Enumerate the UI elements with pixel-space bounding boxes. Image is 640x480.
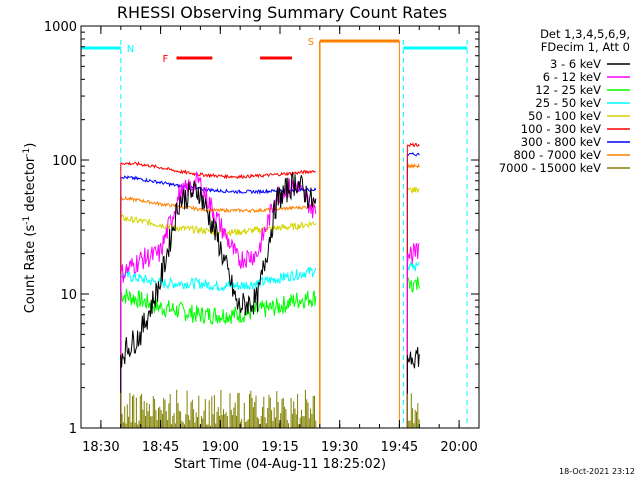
- legend-label: 50 - 100 keV: [528, 109, 601, 123]
- x-axis: 18:30 18:45 19:00 19:15 19:30 19:45 20:00: [80, 26, 480, 455]
- legend-label: 6 - 12 keV: [543, 70, 601, 84]
- y-axis: 1 10 100 1000: [44, 20, 479, 437]
- x-tick-label: 19:15: [261, 440, 298, 455]
- plot-area: N S F: [81, 37, 468, 428]
- series-line-3-6keV: [120, 171, 317, 368]
- legend-label: 3 - 6 keV: [550, 57, 601, 71]
- timestamp: 18-Oct-2021 23:12: [559, 467, 635, 476]
- legend-label: 800 - 7000 keV: [513, 148, 601, 162]
- legend-label: 300 - 800 keV: [521, 135, 601, 149]
- y-tick-label: 1000: [44, 20, 77, 35]
- series-line-12-25keV: [406, 276, 420, 293]
- series-line-25-50keV: [406, 261, 420, 272]
- series-line-6-12keV: [120, 171, 317, 283]
- legend-header-1: Det 1,3,4,5,6,9,: [540, 27, 630, 41]
- series-line-3-6keV: [406, 347, 420, 369]
- night-label: N: [127, 44, 134, 55]
- x-tick-label: 19:00: [202, 440, 239, 455]
- legend-label: 25 - 50 keV: [535, 96, 601, 110]
- legend-label: 7000 - 15000 keV: [499, 161, 601, 175]
- legend-header-2: FDecim 1, Att 0: [541, 40, 630, 54]
- series-line-25-50keV: [120, 266, 317, 292]
- series-line-12-25keV: [120, 288, 317, 326]
- x-tick-label: 18:30: [82, 440, 119, 455]
- legend-label: 12 - 25 keV: [535, 83, 601, 97]
- x-axis-label: Start Time (04-Aug-11 18:25:02): [174, 457, 386, 472]
- series-line-800-7000keV: [406, 163, 420, 169]
- chart-title: RHESSI Observing Summary Count Rates: [117, 3, 447, 22]
- y-tick-label: 100: [52, 154, 77, 169]
- x-tick-label: 19:45: [381, 440, 418, 455]
- legend-label: 100 - 300 keV: [521, 122, 601, 136]
- series-line-100-300keV: [120, 161, 316, 180]
- series-line-100-300keV: [407, 142, 420, 148]
- series-line-6-12keV: [406, 242, 420, 264]
- y-tick-label: 10: [60, 288, 77, 303]
- series-line-800-7000keV: [120, 195, 316, 214]
- legend: Det 1,3,4,5,6,9, FDecim 1, Att 0 3 - 6 k…: [499, 27, 630, 175]
- y-tick-label: 1: [69, 422, 77, 437]
- y-axis-label: Count Rate (s-1 detector-1): [22, 143, 38, 314]
- flare-label: F: [163, 54, 169, 65]
- saa-label: S: [308, 37, 314, 48]
- x-tick-label: 18:45: [142, 440, 179, 455]
- series-line-50-100keV: [407, 185, 420, 195]
- x-tick-label: 19:30: [321, 440, 358, 455]
- series-line-300-800keV: [407, 151, 420, 157]
- x-tick-label: 20:00: [440, 440, 477, 455]
